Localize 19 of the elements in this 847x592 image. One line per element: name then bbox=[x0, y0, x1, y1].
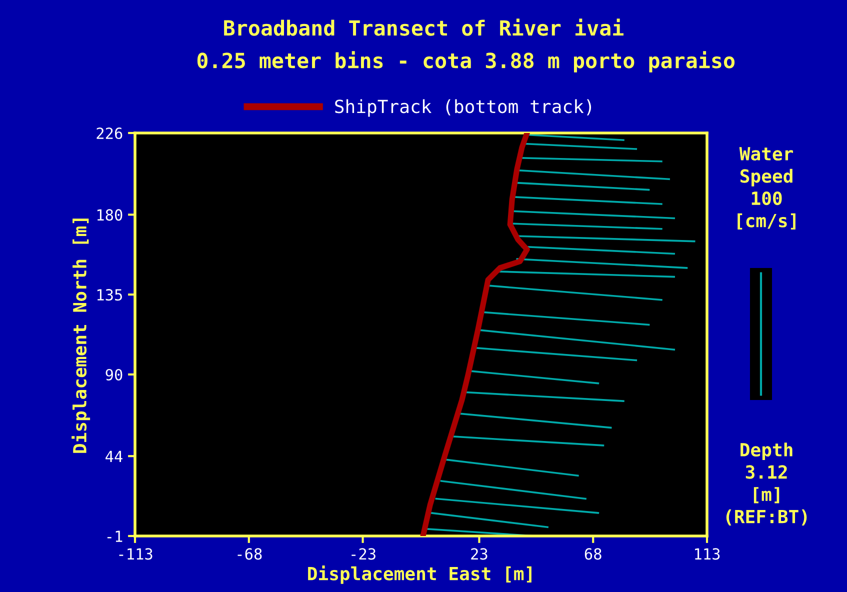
y-tick-label: 90 bbox=[106, 368, 122, 381]
text: Depth 3.12 [m] (REF:BT) bbox=[726, 442, 807, 526]
x-axis-title: Displacement East [m] bbox=[308, 565, 532, 584]
text: Water Speed 100 [cm/s] bbox=[738, 147, 796, 230]
y-tick-label: 135 bbox=[97, 289, 122, 301]
x-tick-label: -23 bbox=[352, 548, 376, 560]
y-tick-label: 226 bbox=[96, 128, 122, 140]
y-tick-label: 180 bbox=[97, 209, 122, 221]
x-tick-label: 23 bbox=[471, 548, 488, 560]
y-axis-title: Displacement North [m] bbox=[72, 218, 90, 453]
legend-label: ShipTrack (bottom track) bbox=[335, 99, 592, 117]
y-tick-label: -1 bbox=[107, 530, 122, 542]
chart-title: Broadband Transect of River ivai bbox=[224, 18, 624, 36]
chart-subtitle: 0.25 meter bins - cota 3.88 m porto paraiso bbox=[197, 51, 735, 72]
x-tick-label: -68 bbox=[238, 548, 262, 560]
y-tick-label: 44 bbox=[106, 450, 122, 462]
x-tick-label: 113 bbox=[695, 548, 720, 560]
x-tick-label: -113 bbox=[119, 548, 152, 560]
x-tick-label: 68 bbox=[584, 548, 602, 560]
